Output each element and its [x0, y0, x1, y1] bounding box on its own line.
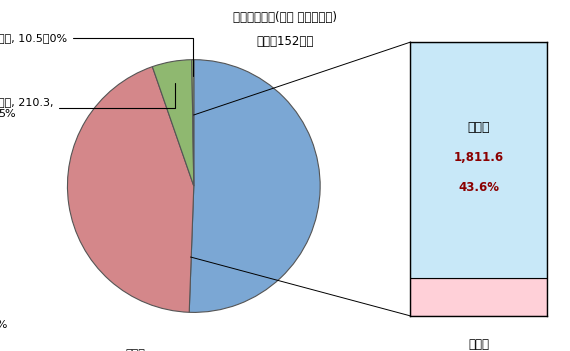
Bar [410, 42, 547, 278]
Text: 航空, 10.5，0%: 航空, 10.5，0% [0, 33, 193, 76]
Wedge shape [67, 67, 194, 312]
Text: 営業用: 営業用 [467, 121, 490, 134]
Wedge shape [152, 60, 194, 186]
Bar [410, 278, 547, 316]
Text: 1,811.6: 1,811.6 [454, 151, 504, 164]
Text: 43.6%: 43.6% [458, 181, 499, 194]
Wedge shape [192, 60, 194, 186]
Text: 鉄道, 210.3,
5%: 鉄道, 210.3, 5% [0, 83, 175, 119]
Text: 内航海運,
1831.2，44%: 内航海運, 1831.2，44% [0, 308, 8, 330]
Text: 輸送トンキロ(単位 億トンキロ): 輸送トンキロ(単位 億トンキロ) [233, 11, 337, 24]
Text: 自動車,
2100.1，51%: 自動車, 2100.1，51% [102, 349, 172, 351]
Text: 計４，152．１: 計４，152．１ [256, 35, 314, 48]
Text: 自家用: 自家用 [469, 338, 489, 351]
Wedge shape [189, 60, 320, 312]
